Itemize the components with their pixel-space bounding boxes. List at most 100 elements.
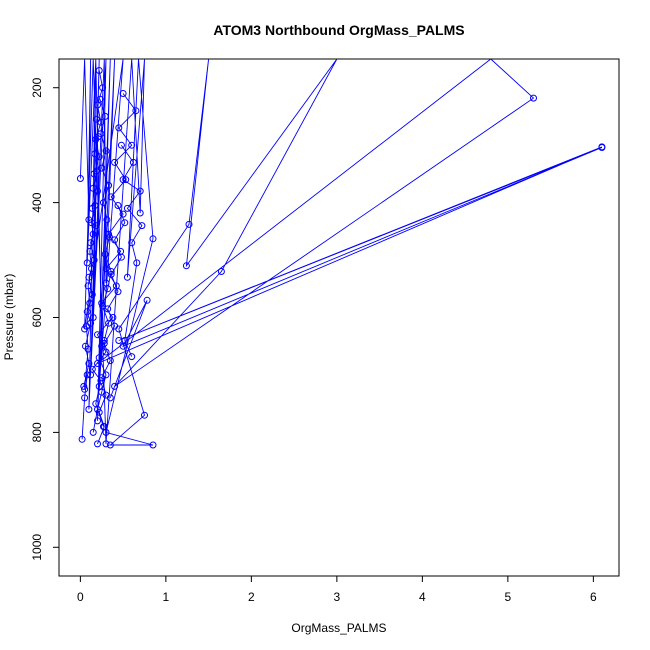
series-line-6 (97, 205, 126, 445)
data-point (117, 141, 125, 149)
data-point (95, 408, 103, 416)
data-point (89, 314, 97, 321)
data-point (103, 216, 111, 224)
data-point (149, 441, 157, 449)
data-point (143, 296, 151, 304)
plot-frame (58, 58, 620, 577)
data-point (76, 175, 84, 182)
data-point (84, 345, 92, 353)
data-point (94, 440, 101, 448)
data-point (119, 176, 127, 184)
data-point (123, 204, 131, 212)
data-point (530, 94, 537, 102)
data-point (81, 385, 89, 393)
y-axis-label: Pressure (mbar) (2, 274, 16, 361)
data-point (92, 400, 100, 408)
data-point (111, 158, 119, 166)
data-point (128, 353, 136, 361)
data-point (89, 230, 97, 238)
data-point (83, 371, 91, 379)
x-axis-label: OrgMass_PALMS (291, 621, 386, 635)
data-point (91, 202, 99, 209)
data-point (83, 259, 91, 267)
data-point (149, 235, 157, 243)
data-point (598, 144, 606, 151)
data-point (104, 305, 112, 313)
data-point (89, 184, 97, 192)
data-point (83, 308, 91, 316)
data-point (111, 236, 119, 244)
data-point (101, 112, 109, 120)
data-point (114, 288, 122, 296)
data-point (95, 67, 103, 74)
x-tick-label: 1 (163, 590, 170, 604)
data-point (107, 270, 115, 278)
data-point (114, 202, 122, 209)
data-point (98, 374, 106, 382)
data-point (141, 411, 148, 419)
data-point (105, 181, 113, 189)
data-point (82, 322, 90, 330)
data-point (88, 365, 96, 373)
data-point (104, 285, 112, 293)
x-tick-label: 5 (505, 590, 512, 604)
data-point (96, 95, 104, 103)
data-point (97, 377, 105, 385)
data-point (80, 382, 88, 390)
y-tick-label: 600 (30, 307, 44, 327)
series-line-5 (84, 119, 99, 390)
data-point (94, 417, 101, 425)
data-point (88, 265, 95, 273)
series-layer (76, 59, 606, 449)
series-line-1 (79, 59, 603, 446)
data-point (98, 299, 106, 307)
data-point (133, 259, 141, 267)
data-point (182, 262, 190, 270)
x-tick-label: 4 (419, 590, 426, 604)
data-point (121, 219, 129, 227)
data-point (136, 187, 144, 195)
data-point (111, 322, 119, 330)
data-point (98, 164, 106, 172)
chart-title: ATOM3 Northbound OrgMass_PALMS (213, 22, 464, 38)
series-line-4 (91, 93, 137, 427)
y-tick-label: 1000 (30, 534, 44, 561)
x-tick-label: 6 (590, 590, 597, 604)
data-point (217, 268, 225, 275)
data-point (84, 282, 92, 290)
y-tick-label: 200 (30, 77, 44, 97)
series-line-7 (121, 144, 143, 357)
data-point (102, 440, 110, 448)
data-point (129, 158, 137, 166)
x-tick-label: 3 (334, 590, 341, 604)
x-tick-label: 0 (77, 590, 84, 604)
data-point (119, 90, 127, 97)
data-point (94, 331, 101, 339)
data-point (94, 101, 101, 109)
data-point (123, 273, 131, 281)
data-point (185, 220, 193, 228)
data-point (105, 233, 113, 241)
data-point (101, 250, 109, 258)
data-point (99, 84, 107, 92)
data-point (78, 435, 86, 443)
data-point (128, 239, 136, 247)
data-point (117, 253, 125, 261)
data-point (105, 319, 113, 327)
data-point (94, 133, 102, 141)
data-point (105, 230, 113, 238)
data-point (100, 423, 108, 431)
data-point (86, 299, 94, 307)
y-tick-label: 400 (30, 192, 44, 212)
data-point (111, 382, 119, 390)
x-tick-label: 2 (248, 590, 255, 604)
y-axis: 200 400 600 800 1000 (30, 77, 59, 561)
data-point (106, 441, 114, 449)
data-point (88, 219, 95, 227)
x-axis: 0 1 2 3 4 5 6 (77, 575, 597, 604)
data-point (99, 302, 107, 310)
data-point (93, 115, 101, 123)
data-point (136, 209, 144, 217)
data-point (91, 150, 99, 158)
